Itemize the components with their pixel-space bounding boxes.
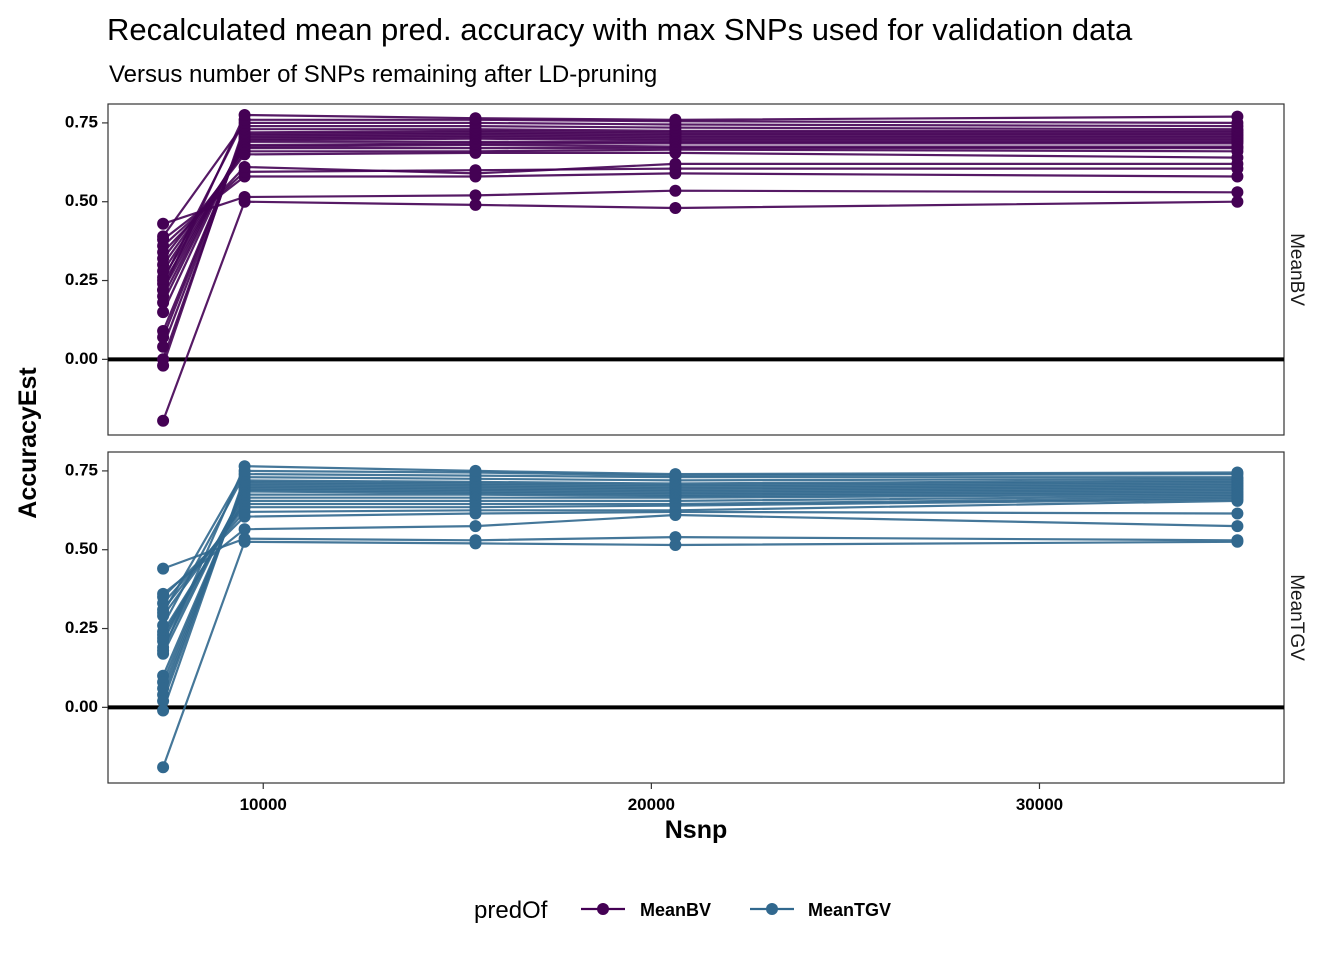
data-point-meantgv-22-2 — [238, 460, 251, 473]
data-point-meanbv-2-3 — [469, 189, 482, 202]
data-point-meantgv-18-1 — [157, 695, 170, 707]
chart-title: Recalculated mean pred. accuracy with ma… — [107, 12, 1133, 47]
data-point-meanbv-1-3 — [469, 198, 482, 211]
legend-item-meantgv: MeanTGV — [750, 900, 891, 920]
chart-subtitle: Versus number of SNPs remaining after LD… — [109, 61, 657, 88]
data-point-meanbv-20-1 — [157, 230, 170, 243]
legend-label-meanbv: MeanBV — [640, 900, 711, 920]
y-tick-label-meantgv: 0.50 — [65, 539, 98, 558]
panel-meanbv-border — [107, 103, 1285, 436]
legend-label-meantgv: MeanTGV — [808, 900, 891, 920]
y-tick-label-meantgv: 0.00 — [65, 697, 98, 716]
data-point-meanbv-5-4 — [669, 157, 682, 170]
legend: predOf MeanBV MeanTGV — [474, 897, 891, 924]
data-point-meantgv-2-5 — [1231, 534, 1244, 547]
data-point-meanbv-1-4 — [669, 202, 682, 214]
data-point-meantgv-22-4 — [669, 468, 682, 481]
x-tick-label: 30000 — [1016, 795, 1063, 814]
data-point-meantgv-2-4 — [669, 531, 682, 544]
data-point-meanbv-2-1 — [157, 217, 170, 230]
data-point-meanbv-5-3 — [469, 167, 482, 180]
panel-meantgv: 0.00 0.25 0.50 0.75 MeanTGV — [65, 451, 1307, 784]
data-point-meantgv-2-3 — [469, 534, 482, 547]
panel-meanbv: 0.00 0.25 0.50 0.75 MeanBV — [65, 103, 1307, 436]
y-tick-label-meanbv: 0.00 — [65, 349, 98, 368]
legend-title: predOf — [474, 897, 548, 924]
data-point-meantgv-3-3 — [469, 520, 482, 533]
data-point-meanbv-13-1 — [157, 296, 170, 309]
data-point-meanbv-22-2 — [238, 109, 251, 121]
y-tick-label-meantgv: 0.75 — [65, 460, 98, 479]
data-point-meantgv-2-2 — [238, 532, 251, 545]
data-point-meanbv-17-1 — [157, 340, 170, 353]
data-point-meanbv-21-1 — [157, 274, 170, 287]
y-tick-label-meanbv: 0.25 — [65, 270, 98, 289]
data-point-meanbv-16-1 — [157, 331, 170, 344]
data-point-meantgv-1-1 — [157, 761, 170, 774]
data-point-meanbv-14-1 — [157, 306, 170, 319]
data-point-meantgv-22-1 — [157, 644, 170, 657]
data-point-meanbv-22-3 — [469, 112, 482, 125]
data-point-meanbv-2-5 — [1231, 186, 1244, 199]
y-tick-label-meanbv: 0.75 — [65, 112, 98, 131]
data-point-meantgv-4-5 — [1231, 507, 1244, 520]
strip-label-meantgv: MeanTGV — [1286, 574, 1307, 661]
data-point-meanbv-22-4 — [669, 113, 682, 126]
y-tick-label-meanbv: 0.50 — [65, 191, 98, 210]
data-point-meanbv-1-1 — [157, 414, 170, 427]
data-point-meantgv-2-1 — [157, 562, 170, 575]
data-point-meanbv-22-5 — [1231, 110, 1244, 123]
data-point-meanbv-22-1 — [157, 284, 170, 296]
strip-label-meanbv: MeanBV — [1286, 233, 1307, 306]
data-point-meanbv-5-2 — [238, 161, 251, 173]
data-point-meantgv-19-1 — [157, 704, 170, 717]
x-axis: 10000 20000 30000 — [240, 783, 1063, 814]
y-tick-label-meantgv: 0.25 — [65, 618, 98, 637]
legend-key-point-meantgv — [766, 903, 778, 915]
y-axis-title: AccuracyEst — [14, 367, 42, 519]
data-point-meanbv-2-4 — [669, 184, 682, 197]
data-point-meantgv-3-2 — [238, 523, 251, 536]
x-tick-label: 10000 — [240, 795, 287, 814]
data-point-meantgv-20-1 — [157, 619, 170, 632]
data-point-meanbv-19-1 — [157, 359, 170, 372]
legend-key-point-meanbv — [597, 903, 609, 915]
x-axis-title: Nsnp — [665, 816, 728, 844]
data-point-meantgv-3-5 — [1231, 520, 1244, 533]
data-point-meantgv-22-3 — [469, 464, 482, 477]
data-point-meantgv-21-1 — [157, 606, 170, 619]
data-point-meanbv-2-2 — [238, 191, 251, 203]
x-tick-label: 20000 — [628, 795, 675, 814]
legend-item-meanbv: MeanBV — [581, 900, 711, 920]
data-point-meanbv-1-5 — [1231, 195, 1244, 208]
data-point-meantgv-22-5 — [1231, 466, 1244, 479]
